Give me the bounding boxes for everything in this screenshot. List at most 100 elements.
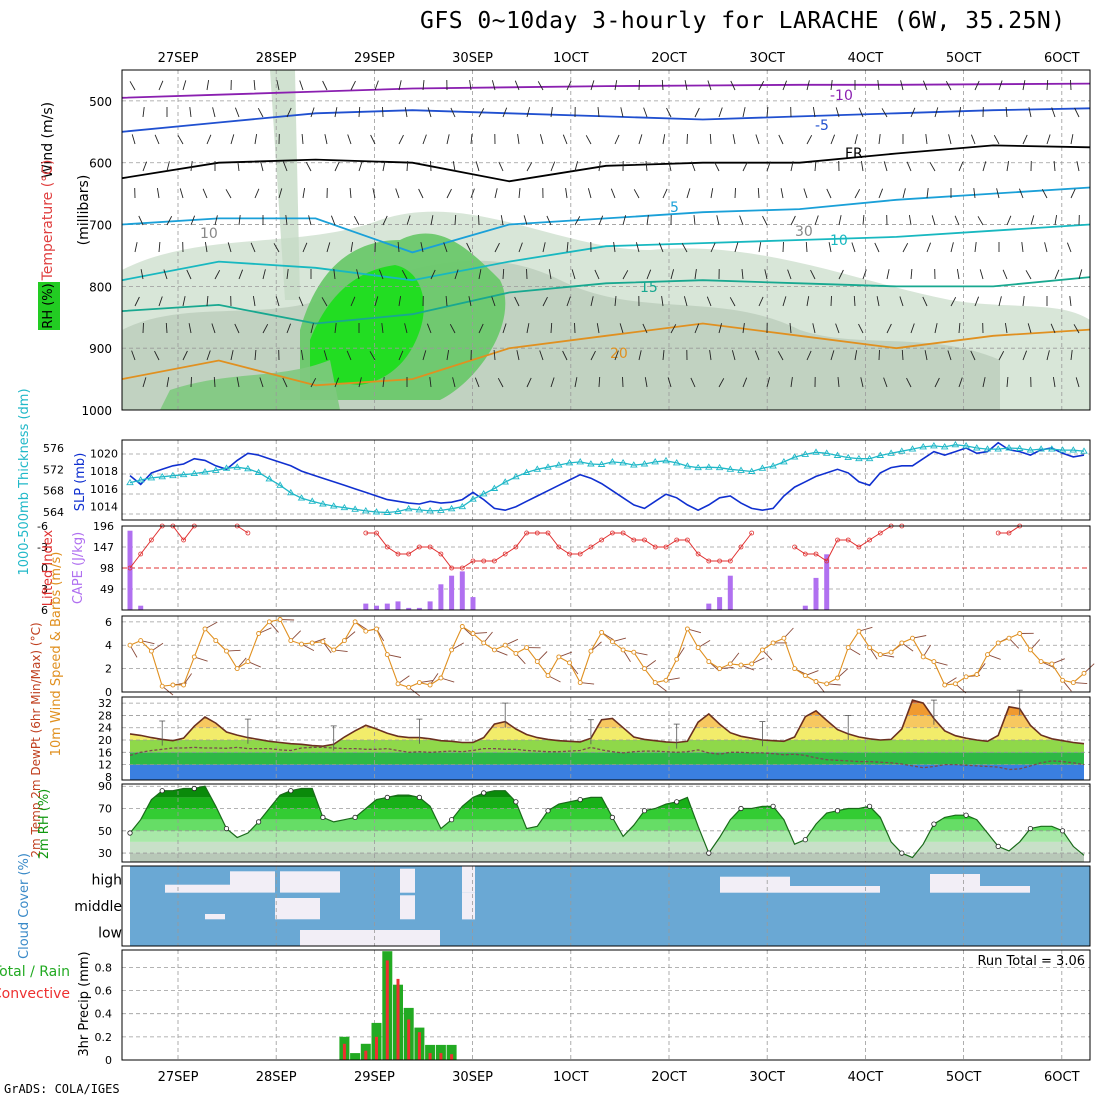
wind-barb bbox=[211, 323, 216, 334]
wind-barb bbox=[1005, 106, 1008, 118]
cape-bar bbox=[717, 597, 723, 610]
temp-band bbox=[130, 715, 1084, 728]
wind-barb bbox=[1025, 270, 1032, 280]
wind-speed-marker bbox=[1070, 680, 1076, 686]
precip-tick: 0.6 bbox=[95, 985, 113, 998]
thickness-marker bbox=[1037, 445, 1045, 452]
li-marker bbox=[877, 530, 883, 536]
wind-speed-marker bbox=[1081, 670, 1087, 676]
precip-convective-bar bbox=[364, 1050, 368, 1060]
thickness-marker bbox=[908, 445, 917, 452]
wind-barb bbox=[742, 323, 745, 334]
wind-barb bbox=[706, 296, 712, 307]
li-marker bbox=[1006, 530, 1012, 536]
li-marker bbox=[856, 544, 862, 550]
wind-barb bbox=[902, 242, 909, 253]
wind-speed-marker bbox=[266, 619, 272, 625]
wind-barb bbox=[234, 323, 240, 334]
wind-speed-marker bbox=[288, 638, 294, 644]
wind-barb bbox=[1006, 161, 1010, 172]
wind-barb bbox=[686, 133, 688, 145]
rh-shading-low bbox=[160, 360, 340, 410]
wind-barb bbox=[1070, 134, 1074, 145]
wind-barb bbox=[252, 296, 256, 307]
wind-barb bbox=[370, 134, 376, 145]
wind-barb bbox=[734, 242, 739, 253]
li-marker bbox=[663, 544, 669, 550]
wind-barb bbox=[494, 188, 498, 199]
wind-speed-marker bbox=[481, 640, 487, 646]
wind-speed-marker bbox=[416, 680, 422, 686]
wind-speed-marker bbox=[1027, 647, 1033, 653]
wind-barb bbox=[729, 297, 736, 307]
wind-barb bbox=[883, 377, 888, 388]
li-marker bbox=[567, 551, 572, 557]
wind-speed-marker bbox=[738, 662, 744, 668]
wind-barb bbox=[790, 161, 794, 172]
thickness-marker bbox=[329, 502, 338, 509]
wind-speed-marker bbox=[513, 650, 519, 656]
cape-bar bbox=[138, 605, 144, 610]
wind-barb bbox=[334, 107, 338, 118]
wind-barb bbox=[594, 269, 600, 280]
wind-speed-marker bbox=[963, 674, 969, 680]
wind-barb bbox=[638, 350, 642, 361]
wind-label: Wind (m/s) bbox=[40, 102, 56, 178]
thickness-marker bbox=[898, 447, 906, 454]
thickness-line bbox=[129, 444, 1085, 514]
wind-barb bbox=[658, 242, 664, 253]
wind-barb bbox=[516, 350, 520, 361]
wind-speed-marker bbox=[1038, 659, 1044, 665]
wind-speed-marker bbox=[781, 635, 787, 641]
li-marker bbox=[534, 530, 540, 536]
slp-tick: 1014 bbox=[90, 501, 118, 514]
wind-tick: 2 bbox=[105, 663, 112, 676]
cape-bar bbox=[406, 607, 412, 610]
wind-barb bbox=[275, 296, 280, 307]
wind-barb bbox=[642, 323, 648, 334]
wind-barb bbox=[683, 296, 688, 307]
wind-barb bbox=[305, 161, 312, 172]
wind-barb bbox=[230, 134, 235, 145]
cloud-patch bbox=[400, 868, 415, 893]
cape-axis-label: CAPE (J/kg) bbox=[71, 532, 86, 604]
wind-barb bbox=[585, 135, 592, 145]
wind-barb bbox=[812, 107, 816, 118]
contour-label: FR bbox=[845, 146, 863, 162]
wind-barb bbox=[502, 323, 507, 334]
wind-barb bbox=[684, 80, 688, 91]
wind-barb bbox=[1044, 242, 1048, 253]
rh-marker bbox=[384, 794, 390, 801]
wind-speed-marker bbox=[556, 654, 562, 660]
thickness-marker bbox=[715, 463, 724, 471]
cape-bar bbox=[427, 601, 433, 610]
wind-barb bbox=[502, 107, 508, 118]
thickness-marker bbox=[565, 459, 574, 466]
wind-barb bbox=[979, 269, 984, 280]
thickness-frame bbox=[121, 439, 1091, 521]
wind-barb bbox=[1030, 215, 1035, 226]
cape-bar bbox=[395, 601, 401, 610]
wind-speed-marker bbox=[845, 645, 851, 651]
wind-barb bbox=[614, 350, 619, 361]
rh-marker bbox=[641, 808, 648, 814]
thickness-marker bbox=[222, 464, 231, 471]
wind-barb bbox=[350, 80, 356, 91]
thickness-marker bbox=[619, 459, 627, 466]
upper-air-frame bbox=[121, 69, 1091, 411]
wind-barb bbox=[787, 269, 792, 280]
wind-barb bbox=[732, 134, 736, 145]
thickness-marker bbox=[790, 453, 799, 460]
wind-barb bbox=[926, 188, 929, 199]
thickness-marker bbox=[1069, 446, 1078, 453]
rh-marker bbox=[963, 812, 969, 818]
temp-band bbox=[130, 740, 1084, 753]
wind-barb bbox=[381, 323, 384, 334]
wind-barb bbox=[526, 107, 531, 118]
wind-barb bbox=[468, 296, 472, 307]
wind-barb bbox=[1076, 161, 1080, 172]
rh-marker bbox=[1027, 825, 1034, 832]
wind-barb bbox=[667, 377, 672, 388]
date-label-bottom: 1OCT bbox=[553, 1070, 589, 1085]
wind-barb bbox=[670, 324, 677, 334]
